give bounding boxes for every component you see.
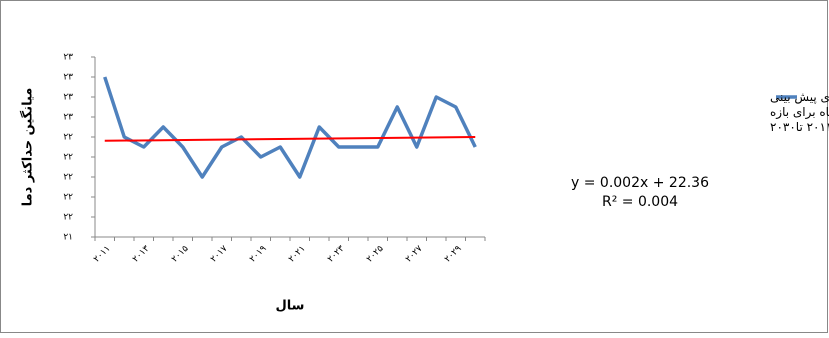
y-tick-label: ۲۲ [63, 193, 73, 203]
y-tick-label: ۲۲ [63, 153, 73, 163]
legend-line: شده سالانه ایستگاه برای بازه [770, 105, 829, 120]
legend-label: میانگین حداکثر دمای پیش بینیشده سالانه ا… [770, 90, 829, 134]
y-tick-label: ۲۲ [63, 133, 73, 143]
y-tick-label: ۲۳ [63, 73, 73, 83]
y-tick-label: ۲۳ [63, 113, 73, 123]
trend-r-squared: R² = 0.004 [602, 194, 678, 210]
y-axis-title: میانگین حداکثر دما [20, 88, 36, 207]
trendline [104, 136, 476, 142]
legend-line: ۲۰۱۱ تا۲۰۳۰ [770, 120, 829, 134]
y-tick-label: ۲۲ [63, 173, 73, 183]
y-tick-label: ۲۲ [63, 213, 73, 223]
y-tick-label: ۲۳ [63, 93, 73, 103]
x-axis-title: سال [276, 299, 305, 314]
trend-equation: y = 0.002x + 22.36 [571, 175, 709, 191]
data-line [103, 76, 477, 179]
legend-line: میانگین حداکثر دمای پیش بینی [770, 90, 829, 105]
y-tick-label: ۲۱ [63, 233, 73, 243]
y-tick-label: ۲۳ [63, 53, 73, 63]
